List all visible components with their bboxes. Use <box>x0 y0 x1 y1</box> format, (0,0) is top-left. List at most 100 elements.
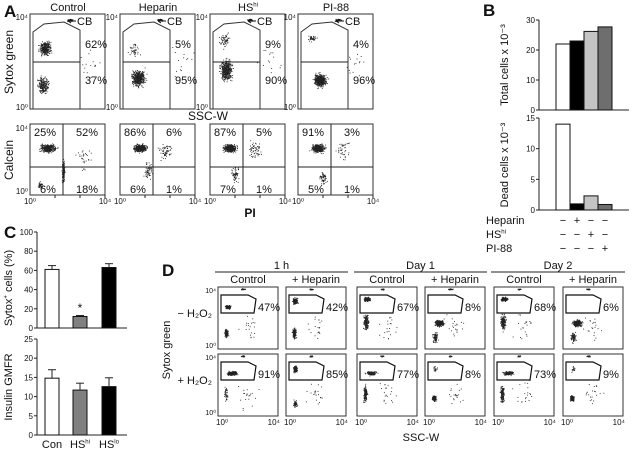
event-dot <box>324 174 326 176</box>
event-dot <box>139 83 141 85</box>
event-dot <box>224 79 226 81</box>
event-dot <box>40 51 42 53</box>
event-dot <box>134 151 136 153</box>
event-dot <box>137 144 139 145</box>
event-dot <box>235 147 237 149</box>
event-dot <box>322 85 324 87</box>
event-dot <box>169 154 171 155</box>
event-dot <box>40 80 41 82</box>
event-dot <box>43 54 45 56</box>
event-dot <box>138 144 140 146</box>
event-dot <box>224 75 226 77</box>
event-dot <box>46 86 48 87</box>
event-dot <box>40 147 42 149</box>
event-dot <box>49 48 51 50</box>
event-dot <box>41 85 43 87</box>
event-dot <box>230 151 231 153</box>
event-dot <box>140 77 142 79</box>
event-dot <box>142 87 144 88</box>
event-dot <box>139 73 141 75</box>
event-dot <box>316 146 318 147</box>
quadrant-lr-percent: 1% <box>166 184 182 196</box>
quadrant-ll-percent-text: 6% <box>130 184 146 196</box>
event-dot <box>316 146 318 148</box>
event-dot <box>135 83 137 85</box>
event-dot <box>48 149 50 151</box>
event-dot <box>39 49 41 50</box>
event-dot <box>138 84 140 85</box>
event-dot <box>252 144 254 145</box>
event-dot <box>147 147 148 149</box>
event-dot <box>88 159 90 160</box>
event-dot <box>47 147 48 149</box>
event-dot <box>228 66 230 68</box>
event-dot <box>135 85 137 86</box>
event-dot <box>138 87 140 89</box>
event-dot <box>233 178 235 180</box>
event-dot <box>231 147 233 149</box>
event-dot <box>268 60 269 62</box>
y-tick-label-text: 30 <box>526 16 535 25</box>
event-dot <box>226 72 228 74</box>
y-tick-label-text: 10⁴ <box>16 124 29 133</box>
event-dot <box>225 60 227 62</box>
event-dot <box>47 86 49 88</box>
event-dot <box>325 81 327 83</box>
event-dot <box>133 81 134 83</box>
event-dot <box>255 147 257 149</box>
event-dot <box>316 82 318 83</box>
event-dot <box>226 76 228 78</box>
event-dot <box>135 75 137 77</box>
event-dot <box>43 42 45 44</box>
upper-gate-percent: 62% <box>85 39 107 51</box>
event-dot <box>316 75 318 77</box>
event-dot <box>311 147 313 148</box>
event-dot <box>134 49 136 51</box>
event-dot <box>46 53 48 55</box>
y-tick-label-text: 25 <box>24 335 33 344</box>
event-dot <box>63 172 65 174</box>
event-dot <box>138 148 139 150</box>
event-dot <box>44 89 46 91</box>
event-dot <box>44 82 46 84</box>
event-dot <box>232 152 234 154</box>
event-dot <box>83 153 85 155</box>
event-dot <box>226 77 228 79</box>
event-dot <box>225 62 227 64</box>
event-dot <box>323 146 324 148</box>
event-dot <box>136 147 138 149</box>
event-dot <box>132 81 133 82</box>
event-dot <box>43 47 45 49</box>
event-dot <box>42 83 44 85</box>
event-dot <box>222 71 223 73</box>
event-dot <box>135 80 137 81</box>
event-dot <box>164 146 166 148</box>
event-dot <box>137 72 139 74</box>
event-dot <box>139 84 140 86</box>
total-cells-bar <box>569 40 585 111</box>
event-dot <box>141 73 143 74</box>
event-dot <box>139 82 141 84</box>
event-dot <box>319 178 321 180</box>
event-dot <box>135 44 136 45</box>
event-dot <box>41 84 43 85</box>
sytox-cells-bar <box>44 268 60 329</box>
x-axis-label-ssc-text: SSC-W <box>188 109 229 123</box>
cb-label-text: CB <box>345 16 360 28</box>
event-dot <box>46 46 48 48</box>
event-dot <box>146 149 147 151</box>
category-label-text: Con <box>42 439 62 451</box>
event-dot <box>253 146 254 147</box>
insulin-gmfr-bar <box>72 389 88 436</box>
event-dot <box>159 148 161 150</box>
event-dot <box>134 71 136 73</box>
event-dot <box>235 149 236 150</box>
event-dot <box>233 173 234 175</box>
event-dot <box>52 148 54 149</box>
event-dot <box>40 50 42 52</box>
event-dot <box>234 174 236 176</box>
y-tick-label: 10⁴ <box>106 13 119 22</box>
y-tick-label: 30 <box>526 16 535 25</box>
event-dot <box>322 81 324 82</box>
event-dot <box>321 84 323 86</box>
